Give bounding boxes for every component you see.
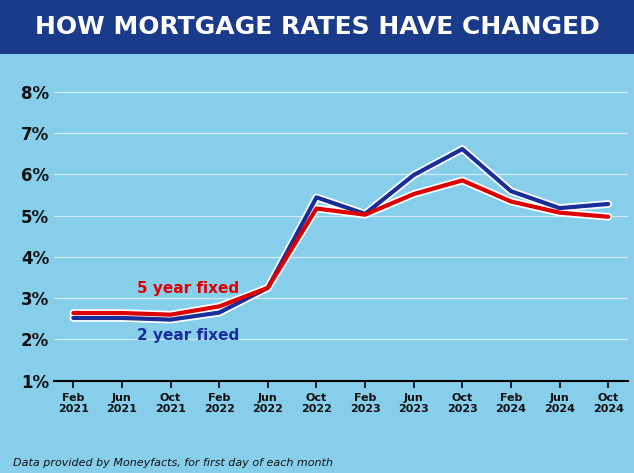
Text: 2 year fixed: 2 year fixed <box>136 328 239 343</box>
Text: 5 year fixed: 5 year fixed <box>136 281 238 296</box>
Text: Data provided by Moneyfacts, for first day of each month: Data provided by Moneyfacts, for first d… <box>13 458 333 468</box>
Text: HOW MORTGAGE RATES HAVE CHANGED: HOW MORTGAGE RATES HAVE CHANGED <box>35 15 599 39</box>
